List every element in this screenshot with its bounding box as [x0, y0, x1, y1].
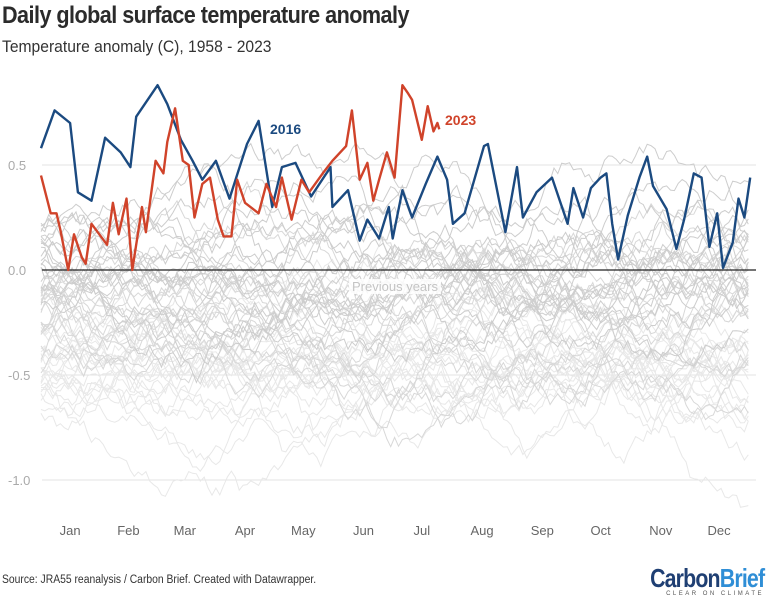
previous-year-line	[40, 178, 749, 321]
previous-year-line	[40, 335, 749, 400]
previous-year-line	[40, 259, 749, 363]
previous-year-line	[40, 214, 749, 318]
previous-year-line	[40, 175, 749, 269]
previous-year-line	[40, 205, 749, 398]
previous-year-line	[40, 298, 749, 439]
source-note: Source: JRA55 reanalysis / Carbon Brief.…	[2, 574, 317, 586]
previous-year-line	[40, 305, 749, 407]
previous-years-label-bg	[349, 279, 441, 294]
previous-year-line	[40, 143, 749, 282]
x-tick-label: Nov	[649, 523, 673, 538]
carbon-brief-logo: CarbonBrief CLEAR ON CLIMATE	[649, 563, 765, 597]
x-tick-label: Dec	[708, 523, 732, 538]
previous-year-line	[40, 335, 749, 465]
previous-year-line	[40, 237, 749, 325]
x-tick-label: Jan	[60, 523, 81, 538]
y-tick-label: -1.0	[8, 473, 30, 488]
previous-years-label: Previous years	[352, 279, 438, 294]
chart-title: Daily global surface temperature anomaly	[2, 2, 409, 29]
series-line-2016	[39, 83, 752, 270]
x-tick-label: Apr	[235, 523, 256, 538]
x-tick-label: Feb	[117, 523, 139, 538]
previous-year-line	[40, 246, 749, 338]
previous-year-line	[40, 293, 749, 429]
previous-year-line	[40, 300, 749, 448]
label-2023: 2023	[445, 112, 476, 128]
previous-year-line	[40, 164, 749, 300]
line-chart: 0.5 0.0 -0.5 -1.0 Jan Feb Mar Apr May Jun Jul Aug S…	[8, 83, 756, 538]
previous-year-line	[40, 348, 749, 472]
series-line-2023	[39, 83, 441, 272]
y-tick-label: 0.0	[8, 263, 26, 278]
x-tick-label: Sep	[531, 523, 554, 538]
highlight-series	[39, 83, 752, 272]
x-tick-label: Mar	[174, 523, 197, 538]
previous-year-line	[40, 303, 749, 385]
y-tick-label: 0.5	[8, 158, 26, 173]
x-tick-label: Jul	[414, 523, 431, 538]
previous-year-line	[40, 289, 749, 434]
x-tick-label: Jun	[353, 523, 374, 538]
previous-year-line	[40, 226, 749, 367]
previous-year-line	[40, 246, 749, 384]
previous-year-line	[40, 338, 749, 403]
x-tick-label: May	[291, 523, 316, 538]
previous-year-line	[40, 214, 749, 348]
x-tick-label: Aug	[470, 523, 493, 538]
previous-year-line	[40, 296, 749, 406]
y-axis: 0.5 0.0 -0.5 -1.0	[8, 158, 30, 488]
previous-year-line	[40, 350, 749, 460]
label-2016: 2016	[270, 121, 301, 137]
previous-year-line	[40, 222, 749, 303]
previous-year-line	[40, 309, 749, 508]
previous-year-line	[40, 199, 749, 368]
previous-year-line	[40, 297, 749, 461]
previous-year-line	[40, 265, 749, 370]
chart-subtitle: Temperature anomaly (C), 1958 - 2023	[2, 37, 272, 56]
x-axis: Jan Feb Mar Apr May Jun Jul Aug Sep Oct Nov Dec	[60, 523, 732, 538]
y-tick-label: -0.5	[8, 368, 30, 383]
previous-year-line	[40, 184, 749, 320]
x-tick-label: Oct	[590, 523, 611, 538]
previous-years-lines	[40, 141, 749, 508]
previous-year-line	[40, 340, 749, 421]
previous-year-line	[40, 141, 749, 279]
